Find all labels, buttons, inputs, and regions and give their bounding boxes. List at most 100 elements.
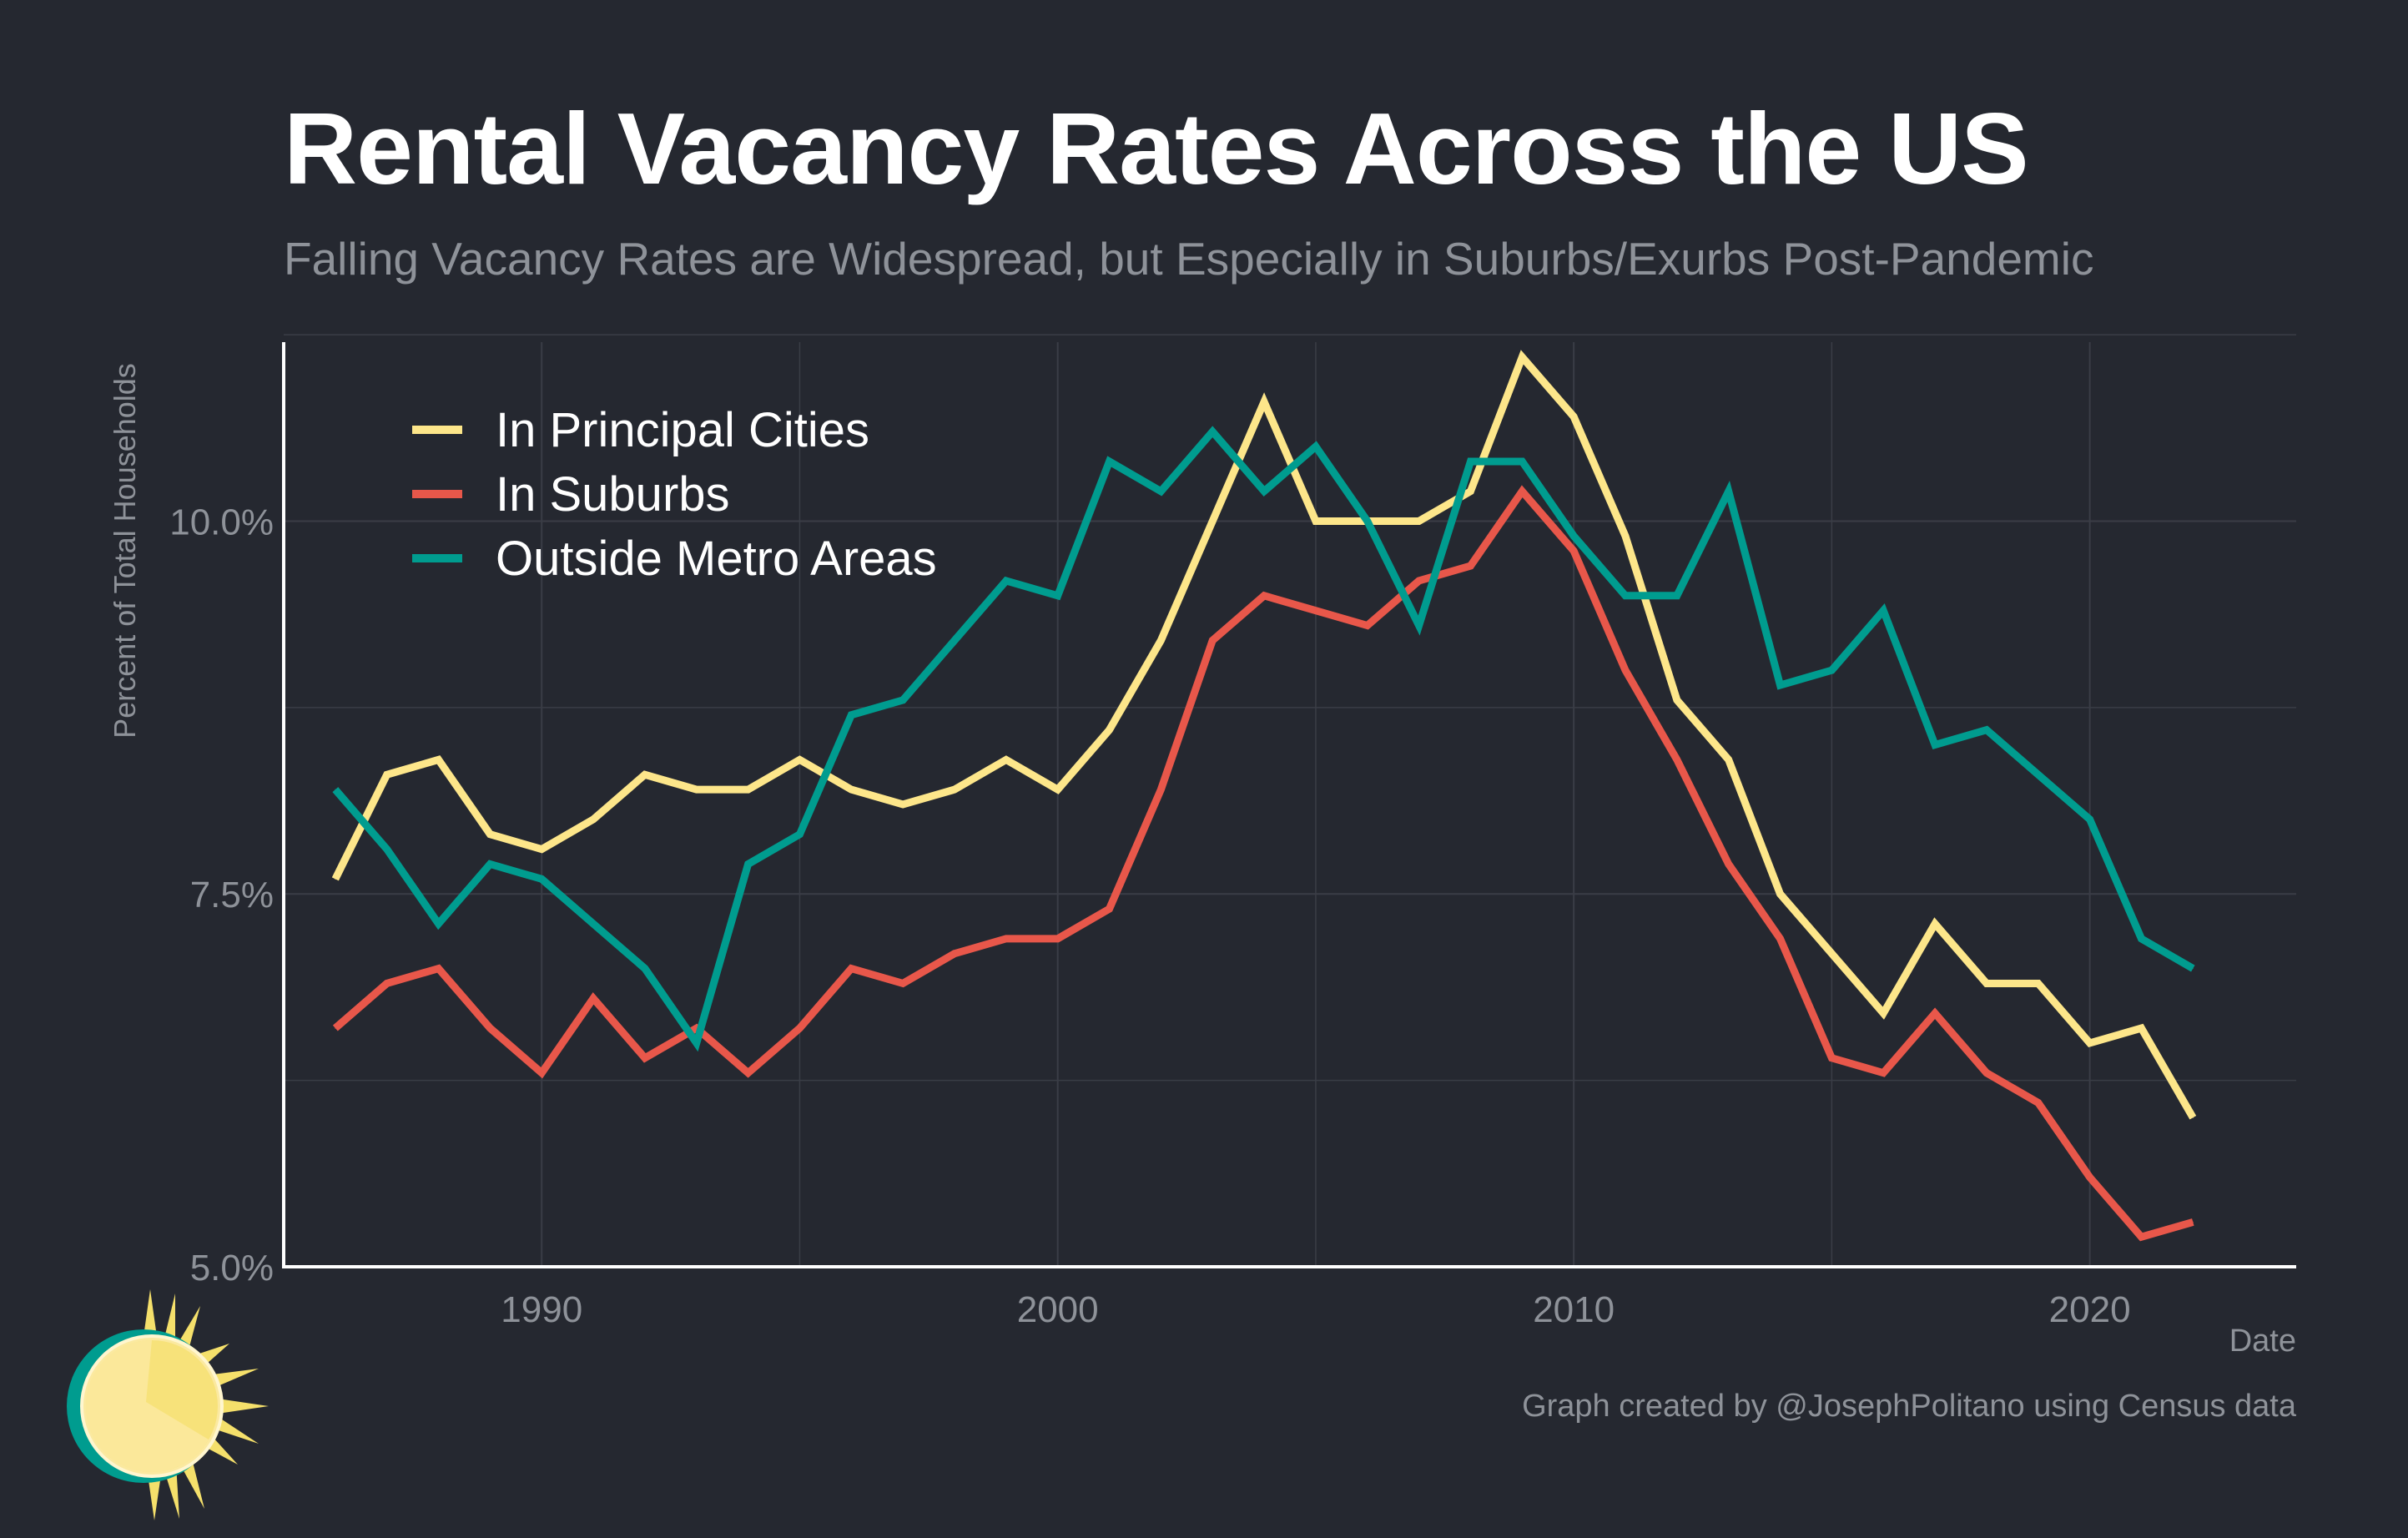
data-point <box>1315 446 1317 447</box>
data-point <box>1831 953 1832 955</box>
data-point <box>1469 565 1471 567</box>
data-point <box>489 863 491 865</box>
data-point <box>1212 431 1213 432</box>
y-tick-label: 10.0% <box>169 502 274 542</box>
data-point <box>1728 863 1730 865</box>
data-point <box>386 774 388 775</box>
data-point <box>644 1057 646 1059</box>
x-tick-label: 1990 <box>501 1289 582 1330</box>
data-point <box>1212 520 1213 522</box>
data-point <box>592 997 594 999</box>
data-point <box>386 982 388 984</box>
data-point <box>798 1027 800 1029</box>
data-point <box>798 834 800 835</box>
data-point <box>850 968 852 970</box>
data-point <box>696 1027 698 1029</box>
source-caption: Graph created by @JosephPolitano using C… <box>1522 1389 2296 1424</box>
data-point <box>902 804 904 805</box>
data-point <box>1057 789 1059 790</box>
series-line-3 <box>332 426 2195 1052</box>
data-point <box>489 1027 491 1029</box>
data-point <box>1109 729 1111 731</box>
data-point <box>1676 595 1678 597</box>
data-point <box>386 849 388 850</box>
data-point <box>2192 1117 2194 1118</box>
y-axis-label: Percent of Total Households <box>108 363 142 739</box>
data-point <box>1780 684 1781 686</box>
axes <box>282 342 2296 1268</box>
data-point <box>1882 1012 1884 1014</box>
data-point <box>1057 938 1059 940</box>
legend-label: In Principal Cities <box>496 403 869 457</box>
data-point <box>2140 938 2142 940</box>
data-point <box>1934 744 1936 746</box>
legend-label: In Suburbs <box>496 467 730 522</box>
data-point <box>1469 491 1471 492</box>
data-point <box>1521 356 1523 358</box>
data-point <box>1005 580 1007 582</box>
data-point <box>1315 520 1317 522</box>
data-point <box>1676 699 1678 701</box>
data-point <box>1986 1072 1987 1074</box>
data-point <box>1367 520 1368 522</box>
chart-subtitle: Falling Vacancy Rates are Widespread, bu… <box>284 233 2094 285</box>
data-point <box>1728 759 1730 760</box>
data-point <box>1831 1057 1832 1059</box>
data-point <box>2140 1236 2142 1238</box>
data-point <box>1418 625 1420 627</box>
data-point <box>644 774 646 775</box>
legend: In Principal Cities In Suburbs Outside Met… <box>412 403 937 586</box>
x-tick-label: 2020 <box>2049 1289 2131 1330</box>
data-point <box>489 834 491 835</box>
y-tick-label: 5.0% <box>190 1248 274 1288</box>
data-point <box>1418 520 1420 522</box>
grid-lines <box>283 334 2296 1267</box>
data-point <box>1986 729 1987 731</box>
data-point <box>644 968 646 970</box>
data-point <box>1521 491 1523 492</box>
data-point <box>902 699 904 701</box>
data-point <box>1986 982 1987 984</box>
data-point <box>2192 1221 2194 1223</box>
data-point <box>1882 1072 1884 1074</box>
data-point <box>438 759 440 760</box>
data-point <box>1212 639 1213 641</box>
series-lines <box>331 350 2197 1242</box>
data-point <box>1005 759 1007 760</box>
data-point <box>1625 595 1626 597</box>
data-point <box>1057 595 1059 597</box>
data-point <box>696 789 698 790</box>
sun-icon <box>67 1289 269 1520</box>
data-point <box>1263 491 1265 492</box>
chart-title: Rental Vacancy Rates Across the US <box>284 92 2029 205</box>
data-point <box>1263 595 1265 597</box>
data-point <box>1367 625 1368 627</box>
data-point <box>1728 491 1730 492</box>
data-point <box>1005 938 1007 940</box>
data-point <box>1831 669 1832 671</box>
data-point <box>1418 580 1420 582</box>
data-point <box>850 714 852 716</box>
data-point <box>1934 923 1936 925</box>
x-tick-label: 2010 <box>1533 1289 1615 1330</box>
data-point <box>1882 610 1884 612</box>
data-point <box>1780 893 1781 895</box>
y-tick-label: 7.5% <box>190 875 274 915</box>
data-point <box>1780 938 1781 940</box>
data-point <box>1315 610 1317 612</box>
data-point <box>696 1042 698 1044</box>
tick-labels: 1990 2000 2010 2020 5.0% 7.5% 10.0% <box>169 502 2130 1330</box>
x-axis-label: Date <box>2229 1324 2296 1359</box>
data-point <box>1934 1012 1936 1014</box>
data-point <box>902 982 904 984</box>
legend-label: Outside Metro Areas <box>496 532 937 586</box>
data-point <box>1109 908 1111 910</box>
data-point <box>798 759 800 760</box>
data-point <box>592 923 594 925</box>
data-point <box>2089 1042 2091 1044</box>
data-point <box>1625 669 1626 671</box>
data-point <box>438 923 440 925</box>
data-point <box>2192 968 2194 970</box>
x-tick-label: 2000 <box>1017 1289 1099 1330</box>
data-point <box>850 789 852 790</box>
